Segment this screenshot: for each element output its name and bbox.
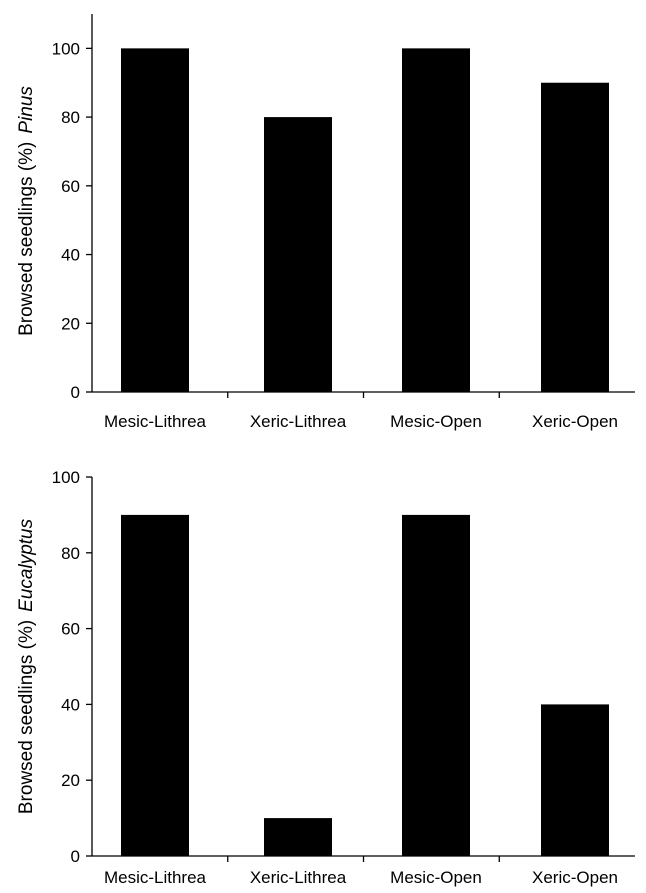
y-axis-label-text: Browsed seedlings (%) <box>16 620 37 814</box>
y-tick-label: 20 <box>61 314 80 333</box>
y-tick-label: 80 <box>61 108 80 127</box>
bar-mesic-lithrea <box>121 48 189 392</box>
y-axis-label-species: Eucalyptus <box>16 518 37 611</box>
x-tick-label: Xeric-Open <box>532 412 618 431</box>
x-tick-label: Mesic-Lithrea <box>104 412 207 431</box>
y-tick-label: 60 <box>61 620 80 639</box>
y-tick-label: 20 <box>61 771 80 790</box>
y-tick-label: 80 <box>61 544 80 563</box>
x-tick-label: Xeric-Lithrea <box>250 868 347 887</box>
y-tick-label: 0 <box>71 383 80 402</box>
bar-xeric-lithrea <box>264 818 332 856</box>
bar-xeric-open <box>541 82 609 393</box>
chart-panel-2: 0 20 40 60 80 100 Mesic-Lithrea Xeric-Lithrea Me… <box>16 468 635 887</box>
y-tick-label: 0 <box>71 847 80 866</box>
y-axis-label-species: Pinus <box>16 86 37 134</box>
x-tick-label: Mesic-Open <box>390 868 482 887</box>
y-tick-label: 60 <box>61 177 80 196</box>
y-axis-label-text: Browsed seedlings (%) <box>16 142 37 336</box>
y-tick-label: 40 <box>61 246 80 265</box>
chart-panel-1: 0 20 40 60 80 100 Mesic-Lithrea Xeric-Lithrea Me… <box>16 14 635 431</box>
bar-mesic-lithrea <box>121 514 189 856</box>
y-tick-label: 100 <box>52 468 80 487</box>
x-tick-label: Xeric-Lithrea <box>250 412 347 431</box>
x-tick-label: Mesic-Open <box>390 412 482 431</box>
bar-xeric-lithrea <box>264 117 332 392</box>
bar-mesic-open <box>402 48 470 392</box>
y-tick-label: 100 <box>52 39 80 58</box>
y-tick-label: 40 <box>61 695 80 714</box>
y-axis-label: Browsed seedlings (%) Eucalyptus <box>16 518 37 814</box>
y-axis-label: Browsed seedlings (%) Pinus <box>16 86 37 336</box>
bar-xeric-open <box>541 704 609 856</box>
x-tick-label: Xeric-Open <box>532 868 618 887</box>
x-tick-label: Mesic-Lithrea <box>104 868 207 887</box>
bar-mesic-open <box>402 514 470 856</box>
